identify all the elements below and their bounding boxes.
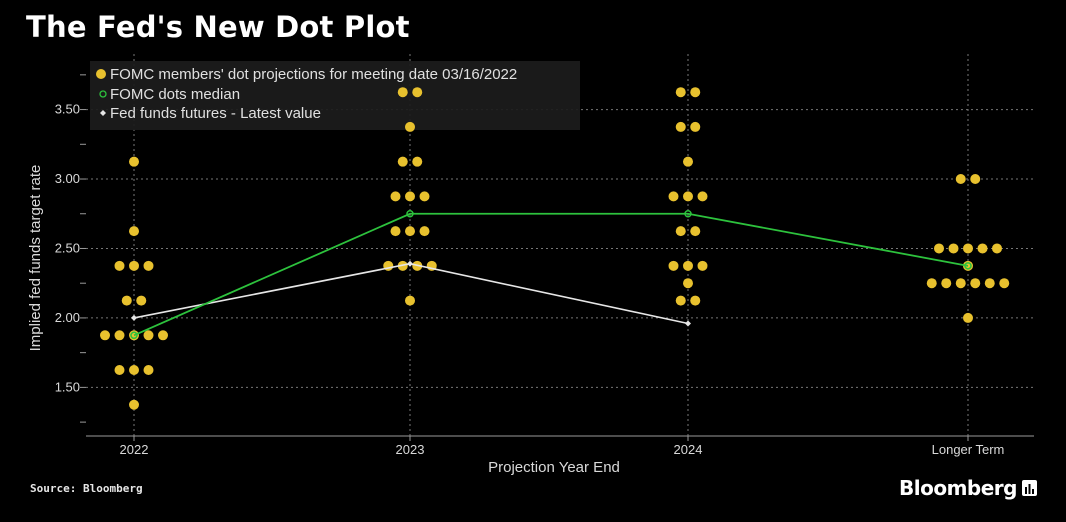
- fomc-dot: [668, 260, 679, 271]
- bloomberg-logo: Bloomberg: [899, 476, 1037, 500]
- fomc-dot: [405, 295, 415, 306]
- fomc-dot: [955, 174, 966, 185]
- fomc-dot: [697, 191, 708, 202]
- fomc-dot: [683, 278, 693, 289]
- fomc-dot: [955, 278, 966, 289]
- fomc-dot: [683, 156, 693, 167]
- fomc-dot: [992, 243, 1002, 254]
- legend: FOMC members' dot projections for meetin…: [90, 61, 580, 130]
- legend-median-icon: [99, 90, 107, 98]
- fomc-dot: [412, 156, 423, 167]
- legend-label-median: FOMC dots median: [110, 86, 240, 103]
- futures-point: [407, 260, 413, 267]
- bloomberg-chart-icon: [1021, 480, 1037, 496]
- median-point: [964, 262, 972, 270]
- x-tick-label: 2023: [396, 442, 425, 457]
- fomc-dot: [397, 87, 408, 98]
- fomc-dot: [970, 278, 981, 289]
- legend-futures-icon: [100, 110, 106, 116]
- legend-dot-icon: [96, 69, 106, 79]
- x-tick-label: 2024: [674, 442, 703, 457]
- fomc-dot: [397, 156, 408, 167]
- fomc-dot: [977, 243, 988, 254]
- x-tick-labels: 2022 2023 2024 Longer Term: [120, 436, 1005, 457]
- fomc-dot: [690, 295, 701, 306]
- fomc-dot: [412, 87, 423, 98]
- y-tick-label: 2.50: [55, 240, 80, 255]
- median-point: [130, 331, 138, 340]
- fomc-dot: [683, 260, 693, 271]
- legend-background: [90, 61, 580, 130]
- futures-point: [131, 314, 137, 321]
- y-tick-label: 1.50: [55, 379, 80, 394]
- fomc-dot: [690, 87, 701, 98]
- fomc-dot: [129, 226, 139, 237]
- fomc-dot: [143, 365, 154, 376]
- lines-layer: [130, 209, 972, 340]
- fomc-dot: [136, 295, 147, 306]
- median-point: [406, 209, 414, 218]
- fomc-dot: [690, 121, 701, 132]
- fomc-dot: [390, 191, 401, 202]
- fomc-dot: [114, 260, 125, 271]
- median-line: [133, 212, 969, 337]
- y-tick-label: 3.50: [55, 102, 80, 117]
- fomc-dot: [405, 121, 415, 132]
- fomc-dot: [419, 191, 430, 202]
- fomc-dot: [390, 226, 401, 237]
- fomc-dot: [970, 174, 981, 185]
- fomc-dot: [934, 243, 944, 254]
- legend-label-futures: Fed funds futures - Latest value: [110, 105, 321, 122]
- fomc-dot: [675, 121, 686, 132]
- fomc-dot: [683, 191, 693, 202]
- brand-text: Bloomberg: [899, 476, 1017, 500]
- fomc-dot: [948, 243, 959, 254]
- fomc-dot: [114, 330, 125, 341]
- y-tick-labels: 1.50 2.00 2.50 3.00 3.50: [55, 74, 86, 423]
- y-axis-title: Implied fed funds target rate: [27, 165, 44, 352]
- fomc-dot: [405, 191, 415, 202]
- y-tick-label: 3.00: [55, 171, 80, 186]
- fomc-dot: [963, 312, 973, 323]
- fomc-dot: [129, 365, 139, 376]
- source-note: Source: Bloomberg: [30, 482, 143, 495]
- median-point: [684, 209, 692, 218]
- x-tick-label: 2022: [120, 442, 149, 457]
- fomc-dot: [143, 260, 154, 271]
- fomc-dot: [114, 365, 125, 376]
- fomc-dot: [405, 226, 415, 237]
- legend-label-dots: FOMC members' dot projections for meetin…: [110, 66, 517, 83]
- y-tick-label: 2.00: [55, 310, 80, 325]
- fomc-dot: [941, 278, 952, 289]
- fomc-dot: [675, 226, 686, 237]
- fomc-dot: [419, 226, 430, 237]
- chart-title: The Fed's New Dot Plot: [26, 10, 410, 44]
- fomc-dot: [675, 295, 686, 306]
- fomc-dot: [129, 156, 139, 167]
- fomc-dot: [129, 260, 139, 271]
- x-tick-label: Longer Term: [932, 442, 1005, 457]
- fomc-dot: [999, 278, 1010, 289]
- fomc-dot: [121, 295, 132, 306]
- futures-point: [685, 320, 691, 327]
- fomc-dot: [100, 330, 110, 341]
- fomc-dot: [158, 330, 168, 341]
- fomc-dot: [668, 191, 679, 202]
- fomc-dot: [963, 243, 973, 254]
- fomc-dot: [129, 399, 139, 410]
- fomc-dot: [984, 278, 995, 289]
- fomc-dot: [675, 87, 686, 98]
- fomc-dot: [690, 226, 701, 237]
- fomc-dot: [697, 260, 708, 271]
- x-axis-title: Projection Year End: [488, 459, 620, 476]
- fomc-dot: [143, 330, 154, 341]
- axis-layer: Projection Year End Implied fed funds ta…: [27, 165, 1034, 476]
- futures-line: [133, 262, 689, 325]
- fomc-dot: [926, 278, 937, 289]
